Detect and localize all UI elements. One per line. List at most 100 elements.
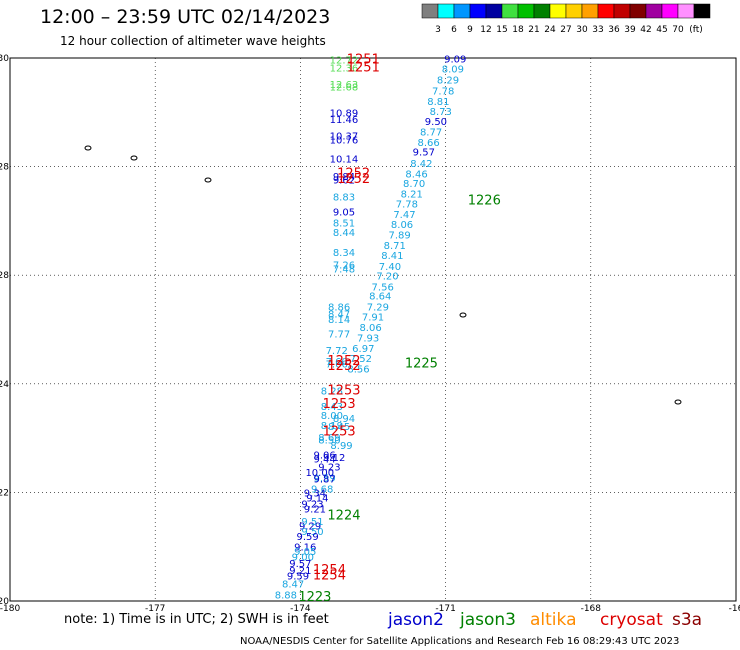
scale-label: 24 <box>544 25 556 35</box>
swh-point: 9.09 <box>444 54 466 65</box>
swh-point: 9.62 <box>333 175 355 186</box>
island-outline <box>84 145 92 151</box>
swh-point: 8.42 <box>410 159 432 170</box>
track-label: 1253 <box>327 384 360 399</box>
scale-label: 39 <box>624 25 636 35</box>
swh-point: 9.59 <box>313 474 335 485</box>
swh-point: 9.16 <box>294 543 316 554</box>
swh-point: 8.41 <box>381 251 403 262</box>
swh-point: 7.20 <box>376 272 398 283</box>
swh-point: 7.40 <box>379 262 401 273</box>
swh-point: 8.19 <box>321 421 343 432</box>
y-tick-label: 24 <box>0 380 9 390</box>
swh-point: 8.14 <box>328 315 350 326</box>
swh-point: 9.87 <box>313 475 335 486</box>
swh-point: 9.23 <box>318 463 340 474</box>
swh-point: 8.34 <box>333 248 355 259</box>
swh-point: 12.68 <box>330 83 359 94</box>
swh-point: 8.47 <box>328 310 350 321</box>
swh-point: 7.29 <box>367 302 389 313</box>
swh-point: 7.56 <box>372 282 394 293</box>
scale-label: 36 <box>608 25 620 35</box>
swh-point: 9.21 <box>304 504 326 515</box>
swh-point: 8.69 <box>318 433 340 444</box>
swh-point: 7.72 <box>326 346 348 357</box>
swh-point: 9.05 <box>294 547 316 558</box>
scale-label: 70 <box>672 25 684 35</box>
y-tick-label: 20 <box>0 597 9 607</box>
swh-point: 7.89 <box>388 230 410 241</box>
swh-point: 9.50 <box>301 527 323 538</box>
swh-point: 8.29 <box>437 76 459 87</box>
legend-cryosat: cryosat <box>600 610 663 630</box>
swh-point: 7.47 <box>393 210 415 221</box>
swh-point: 9.23 <box>301 500 323 511</box>
swh-point: 9.06 <box>313 451 335 462</box>
swh-point: 12.63 <box>330 80 359 91</box>
color-scale-legend: 3 6 9 12 15 18 21 24 27 30 33 36 39 42 45 70 (ft) <box>421 3 711 35</box>
scale-unit: (ft) <box>689 25 703 35</box>
track-label: 1251 <box>347 52 380 67</box>
swh-point: 8.77 <box>420 128 442 139</box>
swh-point: 9.51 <box>301 517 323 528</box>
swh-point: 10.00 <box>305 468 334 479</box>
track-label: 1252 <box>327 359 360 374</box>
x-tick-label: -177 <box>145 604 165 614</box>
swh-point: 8.44 <box>333 228 355 239</box>
track-label: 1226 <box>468 194 501 209</box>
swh-point: 8.81 <box>427 97 449 108</box>
page-title: 12:00 – 23:59 UTC 02/14/2023 <box>40 6 331 28</box>
swh-point: 8.50 <box>318 436 340 447</box>
swh-point: 8.88 <box>275 590 297 601</box>
swh-point: 9.12 <box>323 453 345 464</box>
swh-point: 8.43 <box>321 402 343 413</box>
swh-point: 11.46 <box>330 115 359 126</box>
swh-point: 9.05 <box>333 207 355 218</box>
scale-label: 9 <box>467 25 473 35</box>
track-label: 1252 <box>337 166 370 181</box>
track-label: 1252 <box>337 172 370 187</box>
swh-point: 12.36 <box>330 64 359 75</box>
y-tick-label: 28 <box>0 163 9 173</box>
swh-point: 8.94 <box>333 414 355 425</box>
track-label: 1253 <box>323 424 356 439</box>
x-tick-label: -171 <box>435 604 455 614</box>
scale-label: 30 <box>576 25 588 35</box>
swh-point: 7.78 <box>432 86 454 97</box>
wave-height-chart: -180-177-174-171-168-162022242828309.098… <box>0 52 740 614</box>
swh-point: 8.99 <box>330 441 352 452</box>
y-tick-label: 28 <box>0 271 9 281</box>
scale-label: 27 <box>560 25 571 35</box>
legend-s3a: s3a <box>672 610 703 630</box>
swh-point: 7.26 <box>333 261 355 272</box>
swh-point: 6.97 <box>352 344 374 355</box>
legend-jason2: jason2 <box>388 610 444 630</box>
track-label: 1254 <box>313 563 346 578</box>
swh-point: 8.46 <box>405 169 427 180</box>
swh-point: 9.59 <box>297 532 319 543</box>
swh-point: 10.14 <box>330 154 359 165</box>
y-tick-label: 30 <box>0 54 9 64</box>
scale-label: 21 <box>528 25 539 35</box>
scale-label: 33 <box>592 25 603 35</box>
swh-point: 9.00 <box>292 552 314 563</box>
swh-point: 8.83 <box>333 192 355 203</box>
swh-point: 9.34 <box>304 489 326 500</box>
swh-point: 8.86 <box>328 302 350 313</box>
swh-point: 9.57 <box>289 559 311 570</box>
swh-point: 7.77 <box>328 330 350 341</box>
scale-label: 18 <box>512 25 524 35</box>
swh-point: 7.93 <box>357 333 379 344</box>
scale-label: 42 <box>640 25 651 35</box>
x-tick-label: -168 <box>581 604 602 614</box>
track-label: 1223 <box>298 590 331 605</box>
swh-point: 8.45 <box>328 422 350 433</box>
swh-point: 8.09 <box>442 65 464 76</box>
x-tick-label: -16 <box>729 604 740 614</box>
swh-point: 9.57 <box>413 148 435 159</box>
swh-point: 9.44 <box>313 455 335 466</box>
track-label: 1254 <box>313 568 346 583</box>
scale-label: 12 <box>480 25 491 35</box>
swh-point: 8.21 <box>401 190 423 201</box>
track-label: 1252 <box>327 354 360 369</box>
